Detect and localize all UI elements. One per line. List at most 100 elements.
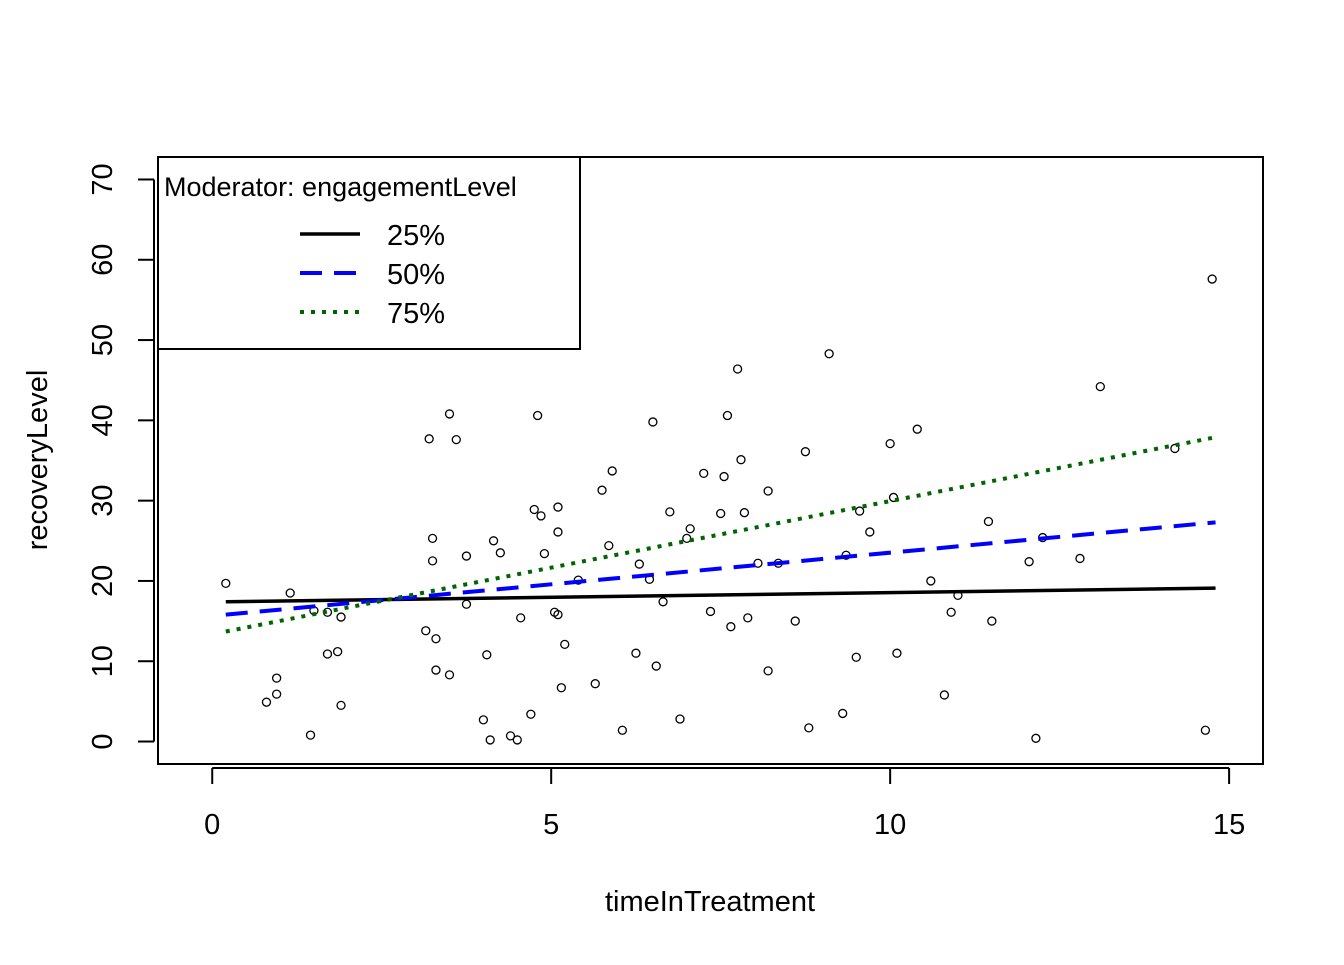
data-point (305, 730, 316, 740)
data-point (722, 410, 733, 421)
data-point (790, 616, 800, 626)
x-axis: 0 5 10 15 (204, 767, 1245, 841)
legend: Moderator: engagementLevel 25% 50% 75% (157, 156, 581, 350)
data-point (1207, 274, 1217, 284)
data-point (719, 471, 729, 482)
data-point (424, 434, 434, 444)
data-point (732, 364, 743, 374)
legend-label: 25% (387, 220, 445, 252)
data-point (763, 666, 773, 676)
data-point (946, 607, 956, 617)
data-point (516, 613, 526, 623)
data-point (539, 548, 550, 559)
data-point (482, 650, 492, 660)
data-point (1024, 557, 1034, 567)
data-point (865, 527, 875, 537)
data-point (987, 616, 997, 626)
data-point (1031, 733, 1041, 743)
data-point (529, 504, 539, 515)
x-tick-label: 10 (874, 809, 906, 841)
data-point (1200, 725, 1211, 735)
data-point (892, 648, 902, 658)
series-line-50pct (225, 520, 1216, 617)
series-line-75pct (225, 435, 1216, 634)
data-point (427, 533, 438, 544)
x-axis-title: timeInTreatment (605, 886, 815, 918)
y-tick-label: 50 (87, 324, 119, 356)
data-point (631, 648, 641, 658)
legend-label: 50% (387, 259, 445, 291)
data-point (736, 455, 746, 465)
plot-frame (157, 156, 1264, 765)
data-point (617, 725, 628, 735)
data-point (285, 588, 295, 598)
data-point (444, 670, 455, 680)
data-point (658, 597, 668, 607)
data-point (926, 576, 936, 586)
data-point (1170, 443, 1180, 454)
data-point (495, 548, 505, 558)
legend-box (157, 156, 581, 350)
y-tick-label: 30 (87, 485, 119, 517)
data-point (699, 468, 709, 478)
y-tick-label: 20 (87, 565, 119, 597)
data-point (271, 673, 282, 683)
data-point (648, 417, 658, 427)
y-tick-label: 0 (87, 733, 119, 749)
x-tick-label: 15 (1213, 809, 1245, 841)
data-point (983, 516, 994, 527)
y-axis: 0 10 20 30 40 50 60 70 (87, 163, 155, 750)
data-point (604, 540, 614, 551)
y-tick-label: 40 (87, 404, 119, 436)
y-tick-label: 70 (87, 163, 119, 195)
data-point (322, 649, 333, 659)
data-point (716, 508, 726, 519)
data-point (560, 639, 570, 650)
data-point (431, 634, 441, 644)
data-point (939, 690, 950, 700)
data-point (739, 508, 750, 518)
data-point (685, 524, 695, 534)
data-point (800, 447, 811, 457)
data-point (478, 715, 489, 725)
data-points (221, 274, 1217, 745)
data-point (485, 735, 495, 745)
data-point (461, 551, 472, 561)
data-point (753, 558, 763, 568)
legend-label: 75% (387, 298, 445, 330)
data-point (726, 622, 736, 632)
data-point (743, 613, 753, 623)
moderator-lines (225, 435, 1216, 634)
data-point (824, 349, 834, 359)
data-point (912, 424, 922, 434)
data-point (512, 735, 522, 745)
data-point (804, 723, 814, 733)
data-point (505, 731, 516, 741)
data-point (665, 507, 675, 517)
data-point (553, 502, 563, 512)
data-point (885, 438, 895, 449)
data-point (651, 661, 661, 671)
x-tick-label: 0 (204, 809, 220, 841)
data-point (261, 697, 272, 707)
data-point (888, 492, 899, 503)
y-tick-label: 10 (87, 645, 119, 677)
data-point (553, 610, 563, 620)
data-point (332, 646, 343, 657)
data-point (271, 689, 282, 699)
data-point (634, 559, 644, 569)
data-point (851, 652, 861, 662)
data-point (1075, 553, 1085, 564)
data-point (675, 714, 685, 724)
y-tick-label: 60 (87, 244, 119, 276)
data-point (336, 700, 346, 711)
data-point (488, 536, 499, 546)
data-point (526, 709, 536, 719)
data-point (1095, 381, 1105, 392)
data-point (427, 556, 438, 566)
data-point (607, 466, 617, 476)
legend-title: Moderator: engagementLevel (164, 172, 517, 202)
data-point (536, 511, 546, 521)
